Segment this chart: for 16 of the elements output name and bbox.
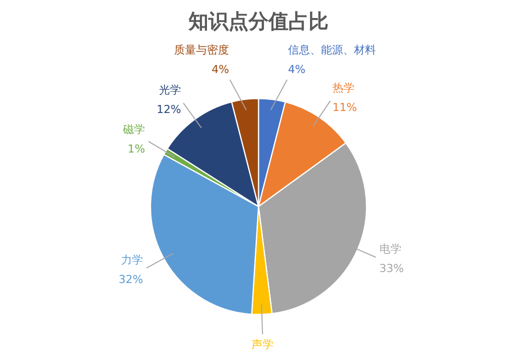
data-label: 4% [288,62,306,76]
slice-label: 信息、能源、材料 [288,43,376,56]
slice-label: 电学 [379,242,402,256]
slice-label: 声学 [252,338,274,352]
data-label: 33% [379,262,404,276]
data-label: 11% [332,100,358,114]
chart-title: 知识点分值占比 [188,9,328,34]
slice-label: 力学 [121,254,144,267]
data-label: 4% [212,62,230,76]
slice-label: 光学 [159,84,182,97]
data-label: 1% [128,142,146,156]
slice-label: 磁学 [122,123,146,136]
data-label: 32% [118,273,144,286]
slice-label: 热学 [332,81,355,94]
data-label: 12% [156,103,182,116]
slice-label: 质量与密度 [174,43,230,56]
